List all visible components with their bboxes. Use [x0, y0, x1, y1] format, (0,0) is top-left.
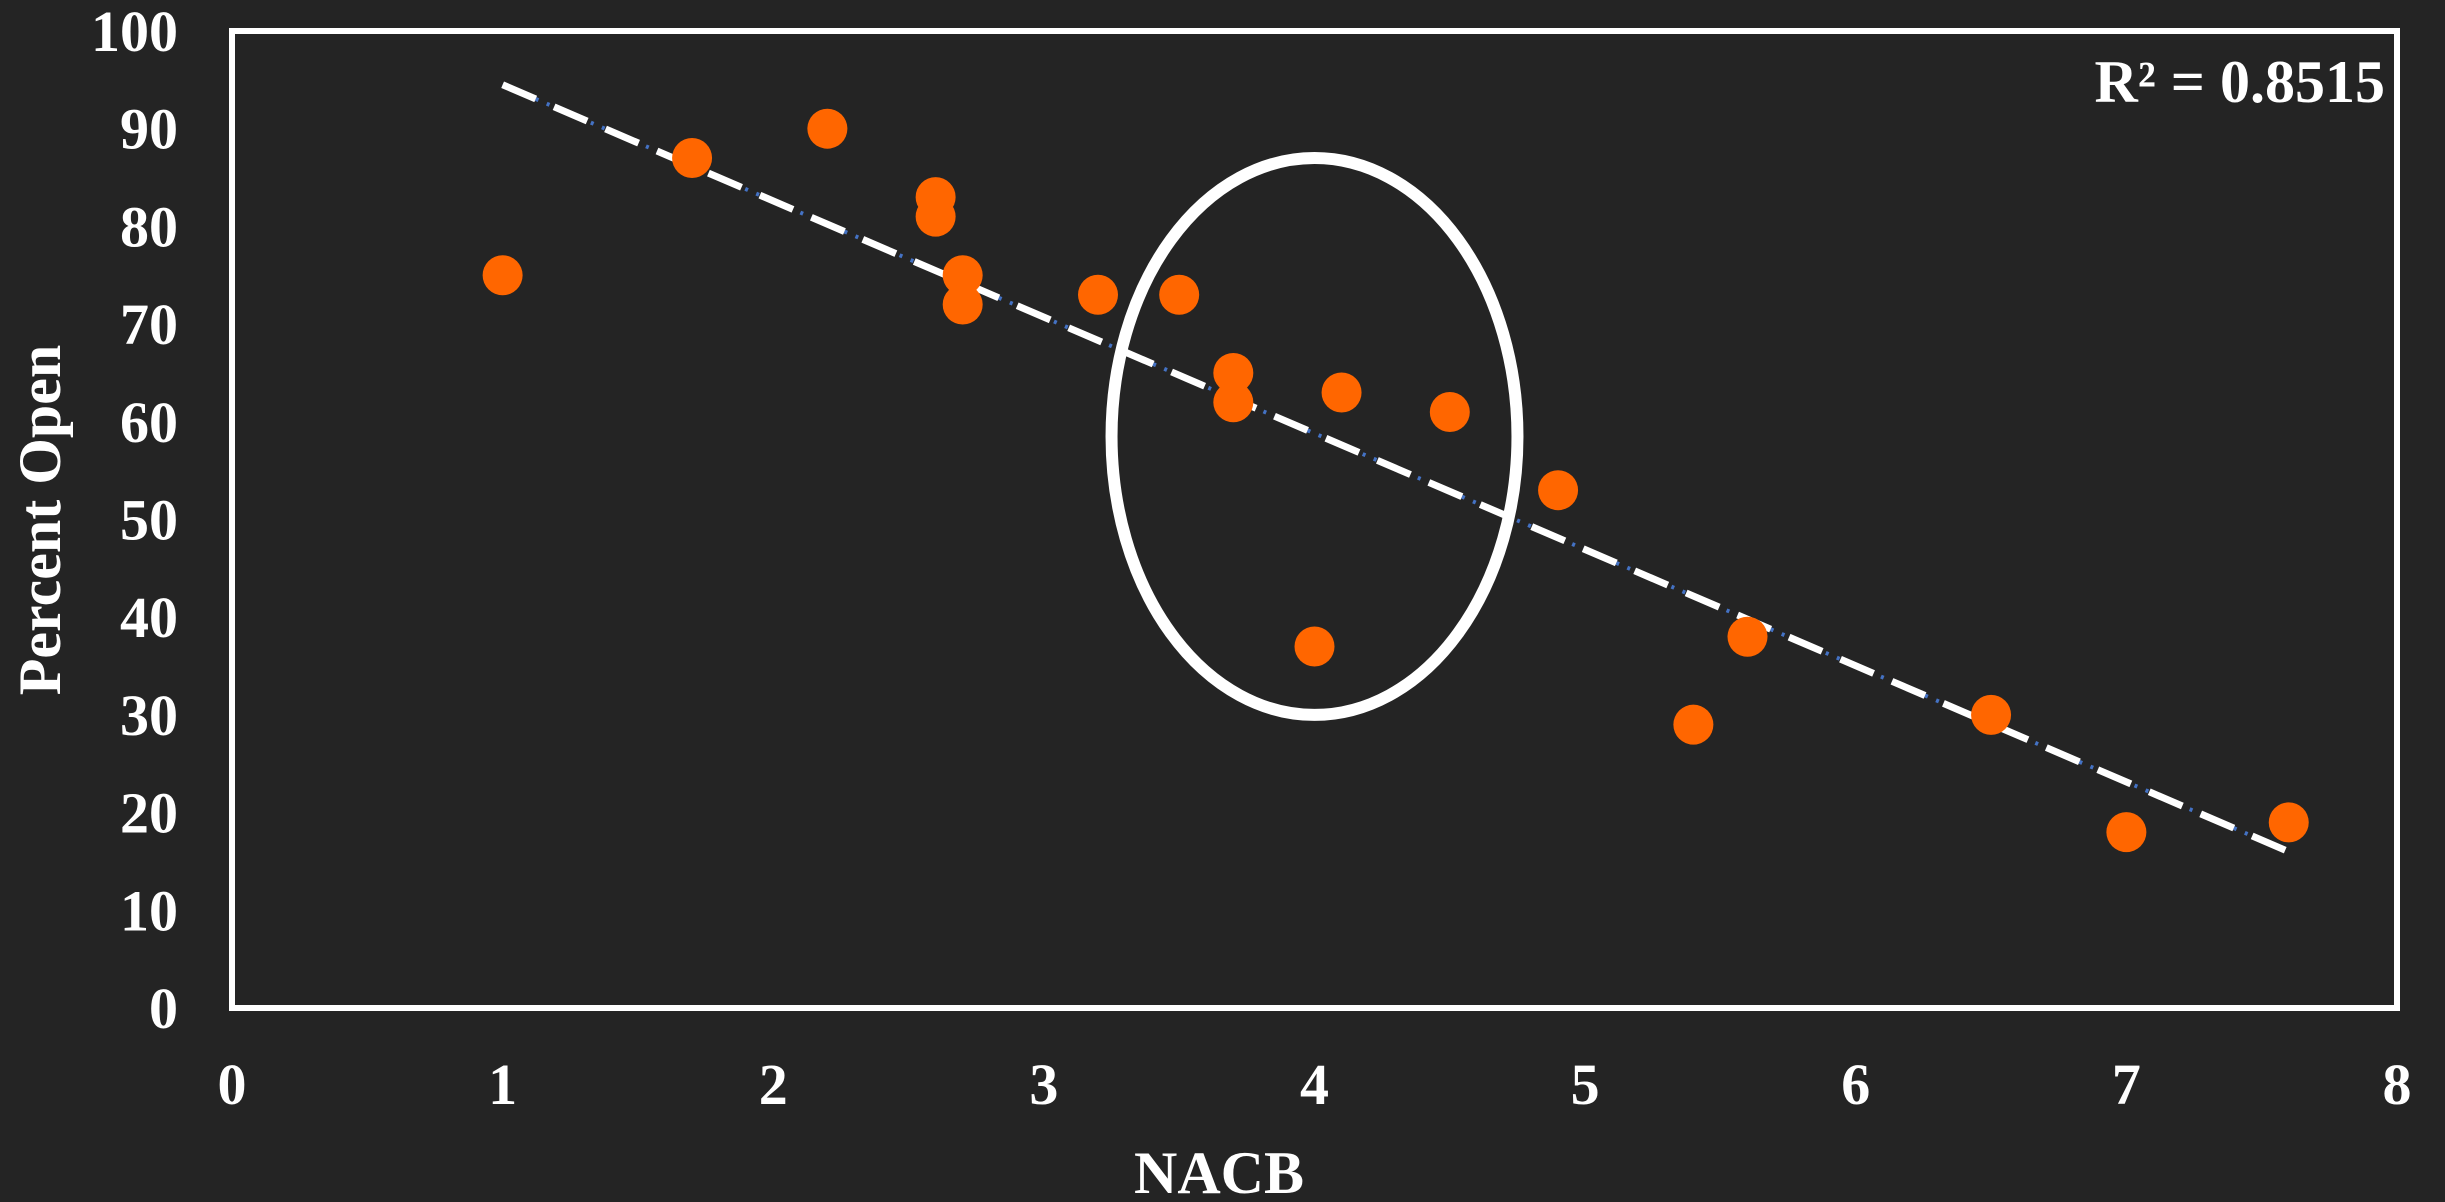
data-point [482, 255, 523, 296]
y-tick-label: 0 [149, 976, 178, 1041]
data-point [1971, 694, 2012, 735]
data-point [942, 255, 983, 296]
x-tick-label: 6 [1841, 1052, 1870, 1117]
data-point [1673, 704, 1714, 745]
x-tick-label: 8 [2383, 1052, 2412, 1117]
x-tick-label: 1 [488, 1052, 517, 1117]
data-point [1294, 626, 1335, 667]
y-tick-label: 10 [120, 878, 178, 943]
data-point [672, 138, 713, 179]
x-axis-label: NACB [1134, 1140, 1304, 1202]
trendline-dashed [501, 81, 2291, 855]
x-tick-label: 0 [218, 1052, 247, 1117]
y-tick-label: 90 [120, 97, 178, 162]
data-point [1078, 274, 1118, 315]
data-point [1727, 616, 1768, 657]
data-point [915, 196, 956, 237]
data-point [1213, 382, 1254, 423]
y-tick-label: 80 [120, 194, 178, 259]
data-point [1429, 392, 1470, 433]
data-point [1159, 274, 1200, 315]
data-point [1213, 352, 1254, 393]
x-tick-label: 7 [2112, 1052, 2141, 1117]
data-point [807, 108, 848, 149]
data-point [942, 284, 983, 325]
y-tick-label: 50 [120, 488, 178, 553]
x-tick-label: 2 [759, 1052, 788, 1117]
data-point [1321, 372, 1362, 413]
y-tick-label: 100 [91, 0, 178, 64]
highlight-ellipse [1105, 152, 1524, 721]
y-tick-label: 20 [120, 781, 178, 846]
data-point [1538, 470, 1579, 511]
data-point [2106, 812, 2147, 853]
y-tick-label: 40 [120, 585, 178, 650]
data-point [2268, 802, 2309, 843]
r-squared-label: R² = 0.8515 [2094, 49, 2385, 115]
y-tick-label: 30 [120, 683, 178, 748]
y-axis-label: Percent Open [7, 345, 73, 695]
x-tick-label: 3 [1029, 1052, 1058, 1117]
y-tick-label: 60 [120, 390, 178, 455]
x-tick-label: 5 [1571, 1052, 1600, 1117]
plot-area-border [229, 28, 2400, 1011]
y-tick-label: 70 [120, 292, 178, 357]
x-tick-label: 4 [1300, 1052, 1329, 1117]
